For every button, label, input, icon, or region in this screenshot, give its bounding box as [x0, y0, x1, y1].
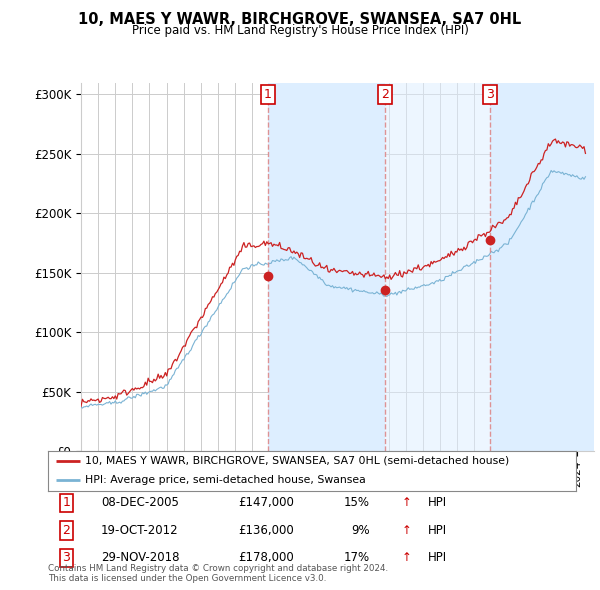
Text: 10, MAES Y WAWR, BIRCHGROVE, SWANSEA, SA7 0HL (semi-detached house): 10, MAES Y WAWR, BIRCHGROVE, SWANSEA, SA… — [85, 456, 509, 466]
Text: 29-NOV-2018: 29-NOV-2018 — [101, 551, 179, 565]
Text: 3: 3 — [62, 551, 70, 565]
Text: HPI: HPI — [428, 524, 447, 537]
Text: HPI: HPI — [428, 496, 447, 510]
Text: 3: 3 — [486, 88, 494, 101]
Bar — [268, 83, 385, 451]
Text: HPI: HPI — [428, 551, 447, 565]
Text: 19-OCT-2012: 19-OCT-2012 — [101, 524, 178, 537]
Bar — [385, 83, 490, 451]
Text: £178,000: £178,000 — [238, 551, 294, 565]
Text: HPI: Average price, semi-detached house, Swansea: HPI: Average price, semi-detached house,… — [85, 474, 366, 484]
Bar — [490, 83, 594, 451]
Text: 2: 2 — [62, 524, 70, 537]
Text: ↑: ↑ — [402, 524, 412, 537]
Text: 15%: 15% — [344, 496, 370, 510]
Text: ↑: ↑ — [402, 496, 412, 510]
Text: 9%: 9% — [352, 524, 370, 537]
Text: 1: 1 — [264, 88, 272, 101]
Text: 2: 2 — [382, 88, 389, 101]
Text: Contains HM Land Registry data © Crown copyright and database right 2024.
This d: Contains HM Land Registry data © Crown c… — [48, 564, 388, 584]
Text: £136,000: £136,000 — [238, 524, 294, 537]
Text: Price paid vs. HM Land Registry's House Price Index (HPI): Price paid vs. HM Land Registry's House … — [131, 24, 469, 37]
Text: 08-DEC-2005: 08-DEC-2005 — [101, 496, 179, 510]
Text: 10, MAES Y WAWR, BIRCHGROVE, SWANSEA, SA7 0HL: 10, MAES Y WAWR, BIRCHGROVE, SWANSEA, SA… — [79, 12, 521, 27]
Text: 17%: 17% — [344, 551, 370, 565]
Text: £147,000: £147,000 — [238, 496, 294, 510]
Text: 1: 1 — [62, 496, 70, 510]
Text: ↑: ↑ — [402, 551, 412, 565]
